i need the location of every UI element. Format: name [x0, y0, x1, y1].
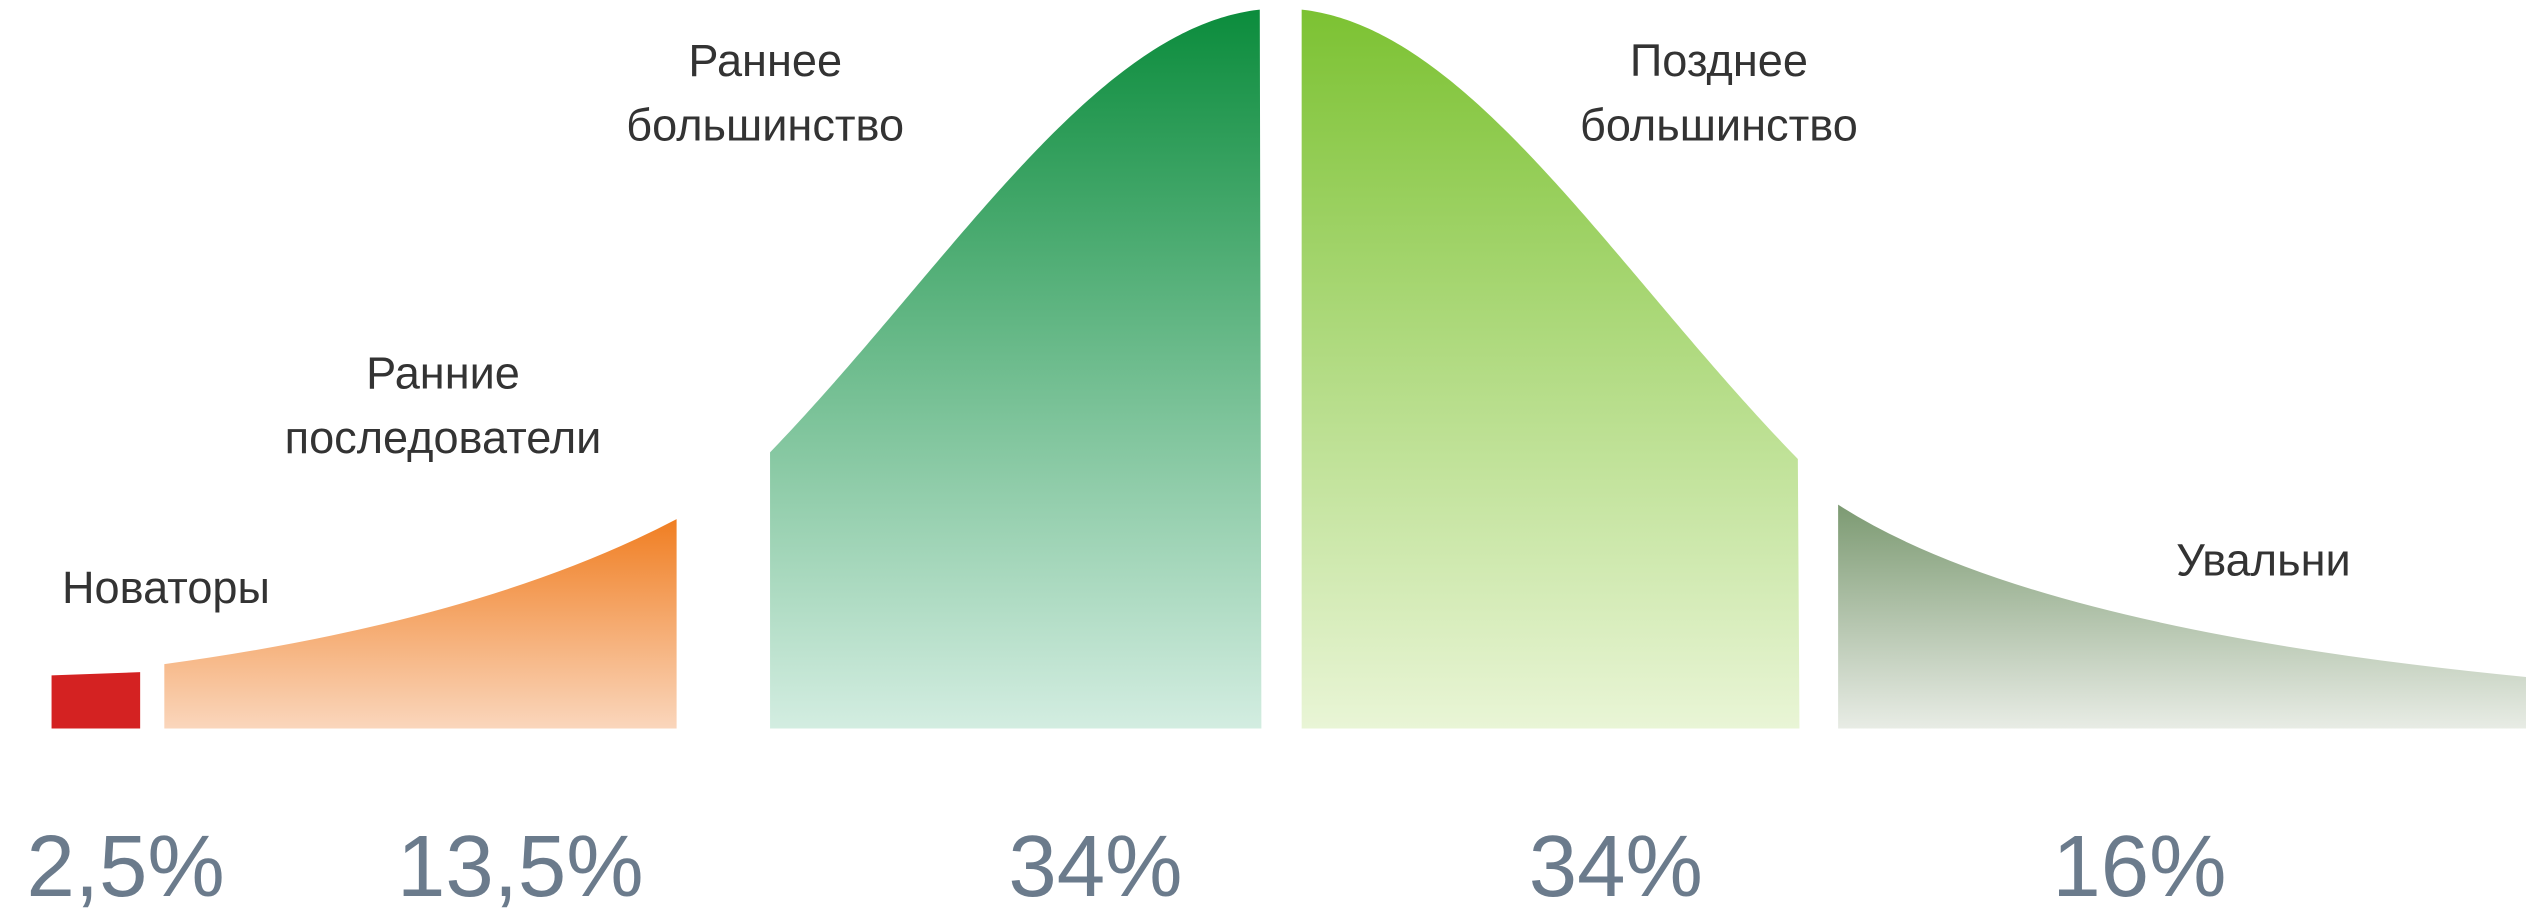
- segment: [164, 519, 677, 729]
- segment-label: Увальни: [2176, 535, 2351, 586]
- segment: [1301, 9, 1800, 729]
- segment-label: Ранние последователи: [284, 348, 602, 463]
- percent-label: 34%: [1529, 818, 1703, 911]
- segment: [51, 672, 141, 729]
- segment-label-box: Раннее большинство: [626, 35, 905, 151]
- segment: [1838, 504, 2526, 729]
- percent-label: 13,5%: [397, 818, 644, 911]
- segment-label-box: Увальни: [2176, 535, 2351, 586]
- segment-label-box: Ранние последователи: [284, 348, 602, 463]
- percent-label: 16%: [2052, 818, 2226, 911]
- segment-label: Новаторы: [61, 562, 270, 613]
- segment-label: Позднее большинство: [1579, 35, 1858, 151]
- segment: [770, 9, 1262, 729]
- segment-label: Раннее большинство: [626, 35, 905, 151]
- segment-label-box: Позднее большинство: [1579, 35, 1858, 151]
- percent-label: 34%: [1008, 818, 1182, 911]
- percent-label: 2,5%: [27, 818, 225, 911]
- segment-label-box: Новаторы: [61, 562, 270, 613]
